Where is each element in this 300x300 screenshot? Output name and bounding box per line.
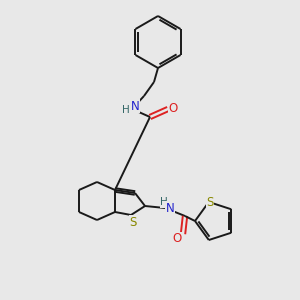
Text: H: H	[122, 105, 130, 115]
Text: S: S	[129, 215, 137, 229]
Text: O: O	[172, 232, 182, 245]
Text: H: H	[160, 197, 168, 207]
Text: S: S	[206, 196, 214, 209]
Text: O: O	[168, 101, 178, 115]
Text: N: N	[166, 202, 174, 214]
Text: N: N	[130, 100, 140, 112]
